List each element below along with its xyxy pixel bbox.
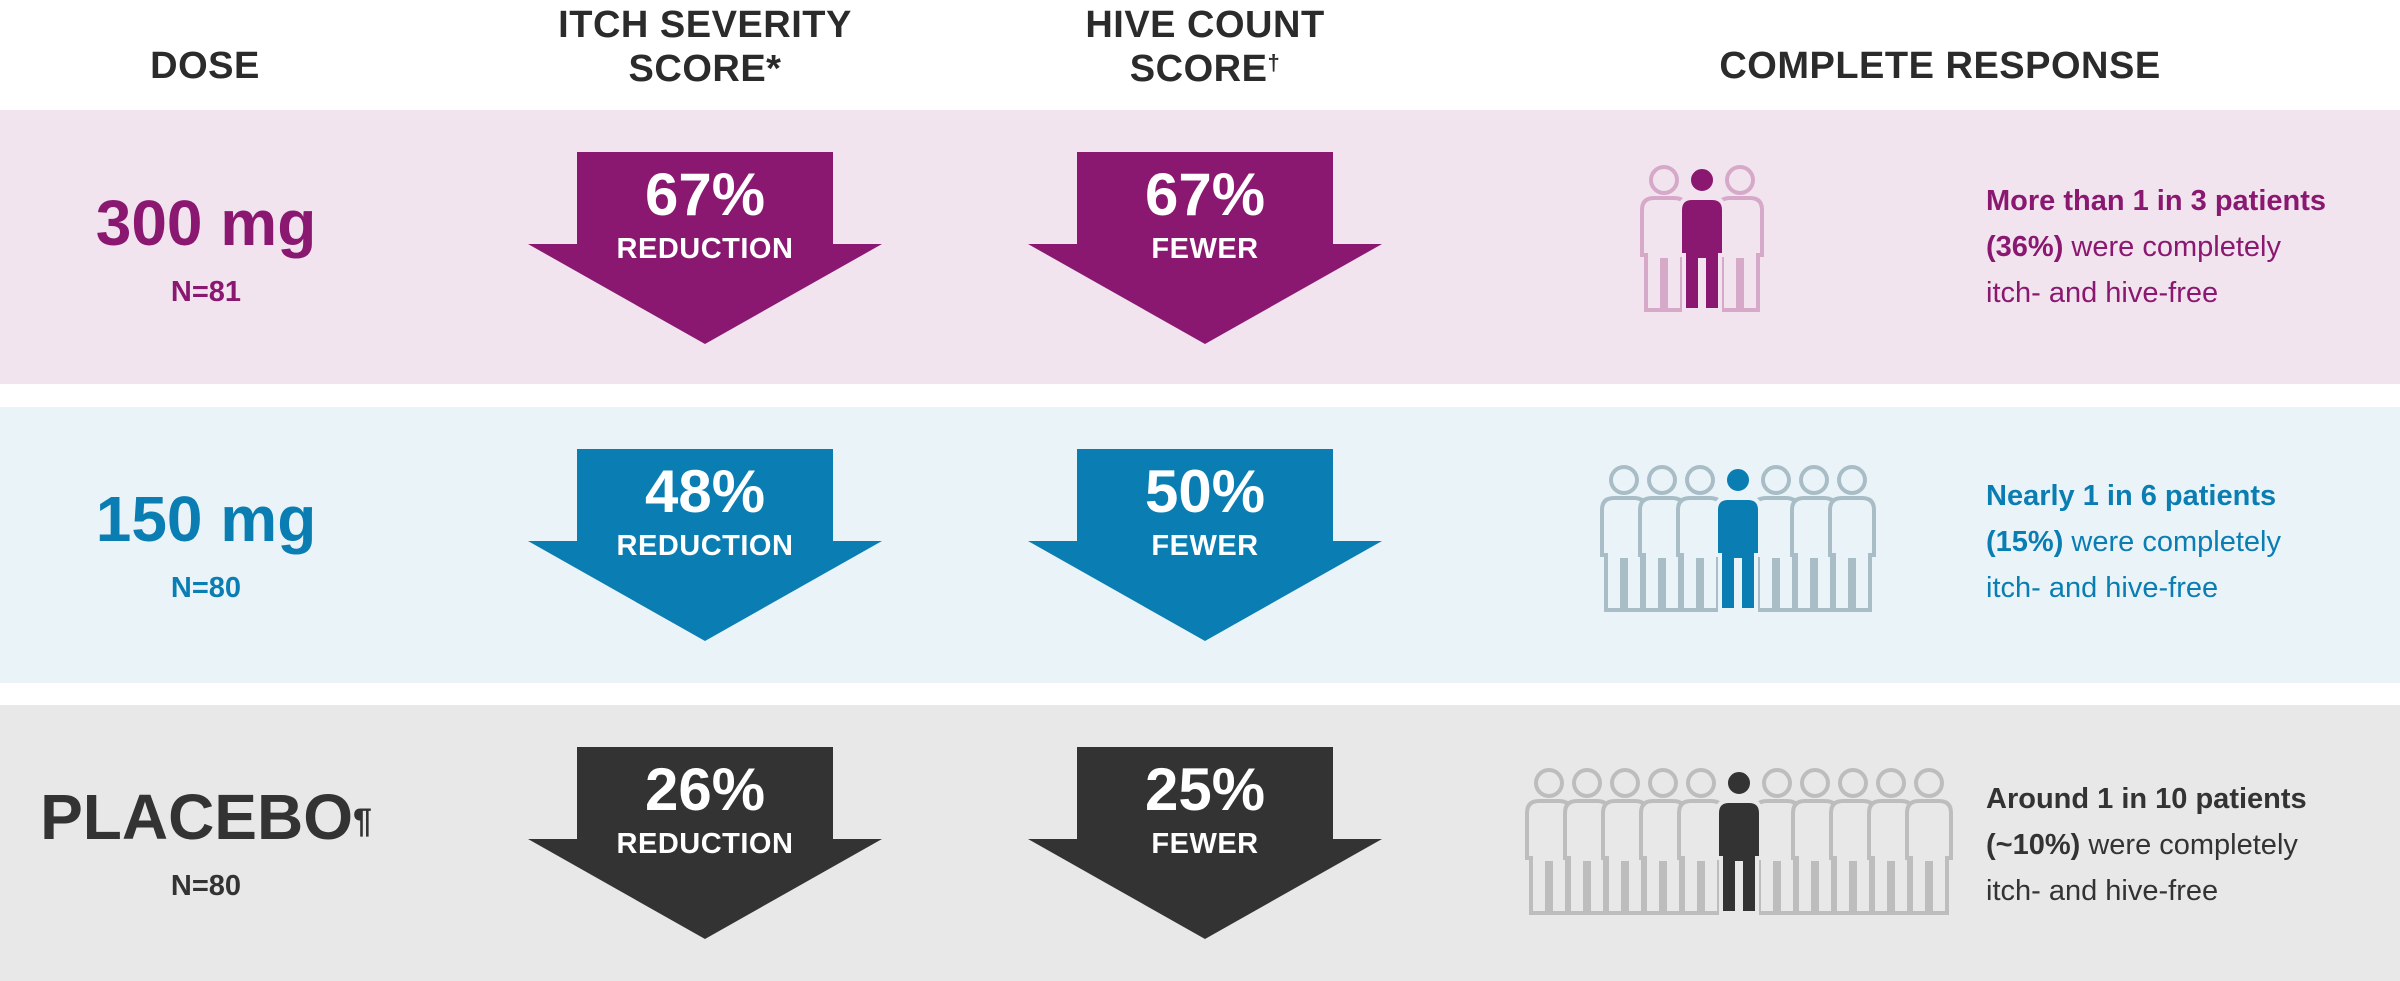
response-bold2: (~10%) xyxy=(1986,829,2081,861)
hive-label: FEWER xyxy=(1151,530,1259,562)
response-bold1: More than 1 in 3 patients xyxy=(1986,185,2326,217)
dose-n: N=80 xyxy=(170,870,242,902)
row-placebo: PLACEBO¶ N=80 26% REDUCTION 25% FEWER Ar… xyxy=(0,705,2400,981)
itch-label: REDUCTION xyxy=(616,233,794,265)
person-icon xyxy=(1867,768,1915,915)
hive-arrow: 50% FEWER xyxy=(1028,449,1382,641)
header-dose: DOSE xyxy=(70,44,340,88)
hive-arrow: 25% FEWER xyxy=(1028,747,1382,939)
header-itch-mark: * xyxy=(766,48,782,90)
row-150mg: 150 mg N=80 48% REDUCTION 50% FEWER Near… xyxy=(0,407,2400,683)
dose-label: 150 mg xyxy=(6,484,406,554)
header-complete-text: COMPLETE RESPONSE xyxy=(1719,45,2161,87)
header-itch-line2-wrap: SCORE* xyxy=(505,47,905,91)
dose-n: N=81 xyxy=(170,276,242,308)
person-icon xyxy=(1829,768,1877,915)
header-itch-line1: ITCH SEVERITY xyxy=(558,4,852,46)
dose-label: 300 mg xyxy=(6,188,406,258)
response-text: More than 1 in 3 patients (36%) were com… xyxy=(1986,178,2386,316)
response-line3: itch- and hive-free xyxy=(1986,277,2219,309)
header-itch-severity: ITCH SEVERITY SCORE* xyxy=(505,3,905,91)
dose-label: PLACEBO¶ xyxy=(6,782,406,852)
itch-arrow: 48% REDUCTION xyxy=(528,449,882,641)
dose-label-text: 300 mg xyxy=(95,187,317,259)
response-text2: were completely xyxy=(2080,829,2298,861)
people-icons xyxy=(1600,465,1876,612)
response-line1: Around 1 in 10 patients xyxy=(1986,776,2386,822)
response-text: Nearly 1 in 6 patients (15%) were comple… xyxy=(1986,473,2386,611)
arrow-shape xyxy=(528,449,882,641)
person-icon-highlighted xyxy=(1678,165,1726,312)
person-icon-highlighted xyxy=(1714,465,1762,612)
person-icon xyxy=(1601,768,1649,915)
header-hive-mark: † xyxy=(1267,50,1281,75)
person-icon xyxy=(1828,465,1876,612)
header-itch-line2: SCORE xyxy=(628,48,767,90)
hive-value: 25% xyxy=(1144,756,1266,823)
person-icon xyxy=(1638,465,1686,612)
person-icon xyxy=(1791,768,1839,915)
response-line1: More than 1 in 3 patients xyxy=(1986,178,2386,224)
header-hive-line2: SCORE xyxy=(1129,48,1268,90)
itch-value: 48% xyxy=(644,458,766,525)
response-text2: were completely xyxy=(2063,526,2281,558)
hive-label: FEWER xyxy=(1151,828,1259,860)
hive-arrow: 67% FEWER xyxy=(1028,152,1382,344)
row-300mg: 300 mg N=81 67% REDUCTION 67% FEWER More… xyxy=(0,110,2400,384)
dose-label-text: 150 mg xyxy=(95,483,317,555)
header-dose-text: DOSE xyxy=(150,45,260,87)
person-icon xyxy=(1716,165,1764,312)
hive-value: 67% xyxy=(1144,161,1266,228)
response-text: Around 1 in 10 patients (~10%) were comp… xyxy=(1986,776,2386,914)
dose-n: N=80 xyxy=(170,572,242,604)
person-icon xyxy=(1639,768,1687,915)
response-line1: Nearly 1 in 6 patients xyxy=(1986,473,2386,519)
response-bold2: (15%) xyxy=(1986,526,2064,558)
response-line2: (36%) were completely xyxy=(1986,224,2386,270)
response-text2: were completely xyxy=(2063,231,2281,263)
response-line2: (15%) were completely xyxy=(1986,519,2386,565)
hive-value: 50% xyxy=(1144,458,1266,525)
response-line3: itch- and hive-free xyxy=(1986,875,2219,907)
people-icons xyxy=(1640,165,1764,312)
response-line3: itch- and hive-free xyxy=(1986,572,2219,604)
itch-label: REDUCTION xyxy=(616,828,794,860)
itch-value: 67% xyxy=(644,161,766,228)
person-icon xyxy=(1752,465,1800,612)
header-hive-line2-wrap: SCORE† xyxy=(1005,47,1405,91)
hive-label: FEWER xyxy=(1151,233,1259,265)
arrow-shape xyxy=(528,747,882,939)
response-bold1: Around 1 in 10 patients xyxy=(1986,783,2307,815)
itch-arrow: 67% REDUCTION xyxy=(528,152,882,344)
arrow-shape xyxy=(1028,449,1382,641)
header-complete-response: COMPLETE RESPONSE xyxy=(1640,44,2240,88)
person-icon xyxy=(1676,465,1724,612)
people-icons xyxy=(1525,768,1953,915)
itch-arrow: 26% REDUCTION xyxy=(528,747,882,939)
response-bold2: (36%) xyxy=(1986,231,2064,263)
arrow-shape xyxy=(528,152,882,344)
dose-label-text: PLACEBO xyxy=(40,781,353,853)
header-hive-count: HIVE COUNT SCORE† xyxy=(1005,3,1405,91)
person-icon-highlighted xyxy=(1715,768,1763,915)
arrow-shape xyxy=(1028,152,1382,344)
response-line2: (~10%) were completely xyxy=(1986,822,2386,868)
arrow-shape xyxy=(1028,747,1382,939)
itch-value: 26% xyxy=(644,756,766,823)
itch-label: REDUCTION xyxy=(616,530,794,562)
response-bold1: Nearly 1 in 6 patients xyxy=(1986,480,2277,512)
person-icon xyxy=(1525,768,1573,915)
dose-label-mark: ¶ xyxy=(352,802,372,840)
header-hive-line1: HIVE COUNT xyxy=(1085,4,1325,46)
person-icon xyxy=(1905,768,1953,915)
